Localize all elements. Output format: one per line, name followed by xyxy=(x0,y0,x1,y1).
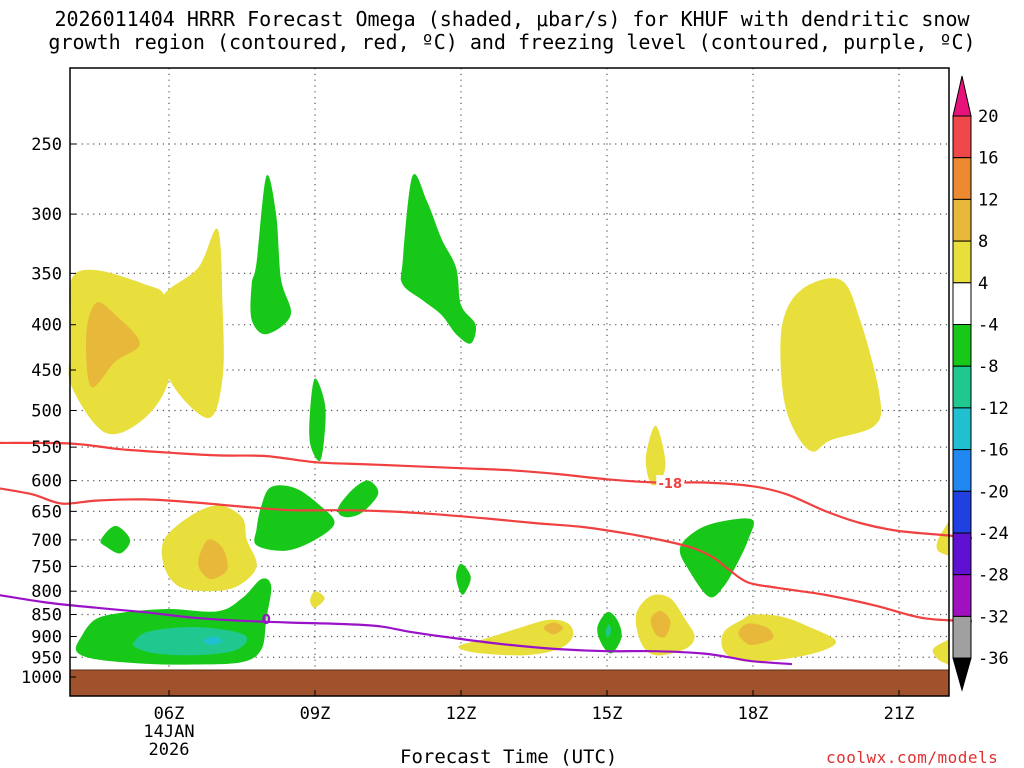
source-credit: coolwx.com/models xyxy=(826,748,999,767)
colorbar-swatch-12 xyxy=(952,615,972,659)
colorbar-label-7: -12 xyxy=(978,399,1009,419)
y-tick-label-550: 550 xyxy=(31,438,62,458)
y-tick-label-700: 700 xyxy=(31,531,62,551)
dgz-contour-0 xyxy=(0,441,973,540)
y-tick-label-500: 500 xyxy=(31,402,62,422)
omega-region-blue-0600-low xyxy=(203,636,223,645)
x-tick-label-12Z: 12Z xyxy=(446,704,477,724)
y-tick-label-300: 300 xyxy=(31,205,62,225)
omega-region-green-1700-mid xyxy=(679,518,754,598)
colorbar-swatch-1 xyxy=(952,157,972,200)
colorbar-label-5: -4 xyxy=(978,316,998,336)
omega-region-cyan-1500-tiny xyxy=(605,624,611,638)
y-tick-label-250: 250 xyxy=(31,135,62,155)
omega-region-cyan-0600-low xyxy=(132,626,248,656)
colorbar-swatch-11 xyxy=(952,574,972,617)
x-tick-label-09Z: 09Z xyxy=(300,704,331,724)
colorbar-swatch-5 xyxy=(952,324,972,367)
y-tick-label-850: 850 xyxy=(31,606,62,626)
colorbar-label-11: -28 xyxy=(978,566,1009,586)
colorbar-swatch-8 xyxy=(952,449,972,492)
x-tick-label-15Z: 15Z xyxy=(592,704,623,724)
omega-region-yellow-2200-low xyxy=(932,636,950,669)
colorbar-label-8: -16 xyxy=(978,441,1009,461)
colorbar-swatch-9 xyxy=(952,490,972,534)
y-tick-label-1000: 1000 xyxy=(21,668,62,688)
colorbar-swatch-2 xyxy=(952,198,972,242)
ground-layer xyxy=(70,669,949,696)
y-tick-label-750: 750 xyxy=(31,557,62,577)
y-tick-label-450: 450 xyxy=(31,361,62,381)
colorbar: 20 16 12 8 4 -4 -8 -12 -16 -20 -24 -28 -32 -36 xyxy=(952,75,1009,692)
x-tick-date-day: 14JAN xyxy=(143,722,194,742)
omega-region-green-0900-sliver xyxy=(309,378,326,462)
colorbar-label-1: 16 xyxy=(978,149,998,169)
chart-title-line-2: growth region (contoured, red, ºC) and f… xyxy=(48,30,976,54)
y-tick-label-600: 600 xyxy=(31,472,62,492)
colorbar-label-12: -32 xyxy=(978,607,1009,627)
contour-lines: -18 0 xyxy=(0,441,973,666)
freezing-level-label: 0 xyxy=(262,613,271,628)
omega-region-green-0730-top xyxy=(250,175,292,335)
chart-title: 2026011404 HRRR Forecast Omega (shaded, … xyxy=(0,8,1024,54)
x-axis-label: Forecast Time (UTC) xyxy=(400,746,618,768)
colorbar-label-4: 4 xyxy=(978,274,988,294)
y-tick-label-950: 950 xyxy=(31,648,62,668)
colorbar-swatch-7 xyxy=(952,407,972,451)
y-tick-label-400: 400 xyxy=(31,316,62,336)
omega-region-orange-0600-core xyxy=(198,539,228,580)
y-tick-label-650: 650 xyxy=(31,502,62,522)
colorbar-swatch-4 xyxy=(952,282,972,325)
omega-region-orange-1600-core xyxy=(650,610,671,638)
colorbar-label-3: 8 xyxy=(978,232,988,252)
omega-region-yellow-1900-upper xyxy=(780,278,882,452)
x-tick-label-06Z: 06Z xyxy=(154,704,185,724)
x-tick-date-year: 2026 xyxy=(149,740,190,760)
y-tick-label-800: 800 xyxy=(31,582,62,602)
colorbar-label-2: 12 xyxy=(978,190,998,210)
omega-region-upper-left-core xyxy=(86,302,140,388)
colorbar-bottom-arrow xyxy=(952,657,972,692)
omega-region-green-1200-small xyxy=(456,563,471,595)
y-tick-label-350: 350 xyxy=(31,264,62,284)
x-tick-label-21Z: 21Z xyxy=(884,704,915,724)
colorbar-swatch-6 xyxy=(952,365,972,409)
grid-lines xyxy=(70,68,949,696)
colorbar-swatch-3 xyxy=(952,240,972,284)
colorbar-label-10: -24 xyxy=(978,524,1009,544)
y-axis-ticks: 2503003504004505005506006507007508008509… xyxy=(21,135,76,688)
colorbar-label-9: -20 xyxy=(978,482,1009,502)
colorbar-top-arrow xyxy=(952,75,972,117)
omega-region-green-0800-mid xyxy=(254,485,335,551)
dgz-contour-label: -18 xyxy=(659,477,683,492)
colorbar-label-13: -36 xyxy=(978,649,1009,669)
plot-frame xyxy=(69,67,950,697)
y-tick-label-900: 900 xyxy=(31,627,62,647)
dgz-label-bg xyxy=(656,475,685,490)
colorbar-label-6: -8 xyxy=(978,357,998,377)
omega-region-yellow-1600-small xyxy=(645,425,666,486)
colorbar-swatch-0 xyxy=(952,115,972,159)
x-tick-label-18Z: 18Z xyxy=(738,704,769,724)
omega-shaded-regions xyxy=(68,173,950,669)
omega-region-upper-left-plume xyxy=(161,228,224,419)
ground-fill xyxy=(70,670,949,696)
omega-region-green-0500-small xyxy=(100,525,131,554)
colorbar-swatch-10 xyxy=(952,532,972,576)
omega-region-orange-1400-core xyxy=(543,622,564,635)
freezing-level-line xyxy=(0,594,792,666)
omega-region-yellow-0900-tiny xyxy=(310,591,325,608)
omega-region-orange-1800-core xyxy=(738,623,774,645)
omega-region-green-1000-mid xyxy=(337,480,379,518)
colorbar-label-0: 20 xyxy=(978,107,998,127)
chart-title-line-1: 2026011404 HRRR Forecast Omega (shaded, … xyxy=(54,7,970,31)
omega-region-green-1100-top xyxy=(400,173,477,344)
dgz-contour-1 xyxy=(0,487,973,623)
